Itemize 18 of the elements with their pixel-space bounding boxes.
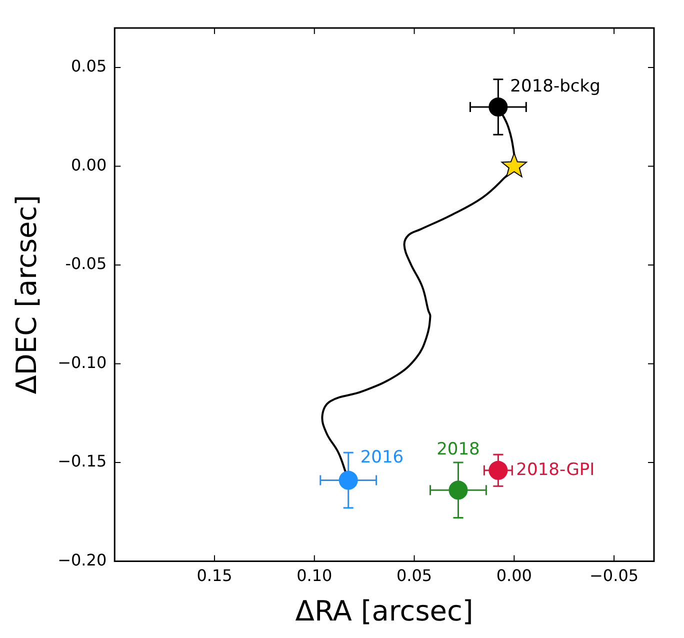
x-tick-label: 0.15 xyxy=(196,566,232,585)
y-tick-label: 0.00 xyxy=(71,155,107,174)
series-label: 2016 xyxy=(360,448,404,468)
y-axis-title: ΔDEC [arcsec] xyxy=(10,194,44,394)
y-tick-label: -0.05 xyxy=(65,254,107,274)
y-tick-label: −0.20 xyxy=(58,550,107,570)
y-tick-label: −0.10 xyxy=(58,352,107,372)
series-label: 2018-GPI xyxy=(516,460,595,480)
series-label: 2018-bckg xyxy=(510,76,600,96)
y-tick-label: −0.15 xyxy=(58,452,107,471)
y-tick-label: 0.05 xyxy=(71,56,107,76)
x-axis-title: ΔRA [arcsec] xyxy=(295,594,474,628)
x-tick-label: −0.05 xyxy=(590,566,639,585)
x-tick-label: 0.05 xyxy=(396,566,432,585)
x-tick-label: 0.00 xyxy=(496,566,532,585)
x-tick-label: 0.10 xyxy=(296,566,332,585)
series-label: 2018 xyxy=(436,440,480,460)
point xyxy=(501,152,528,178)
